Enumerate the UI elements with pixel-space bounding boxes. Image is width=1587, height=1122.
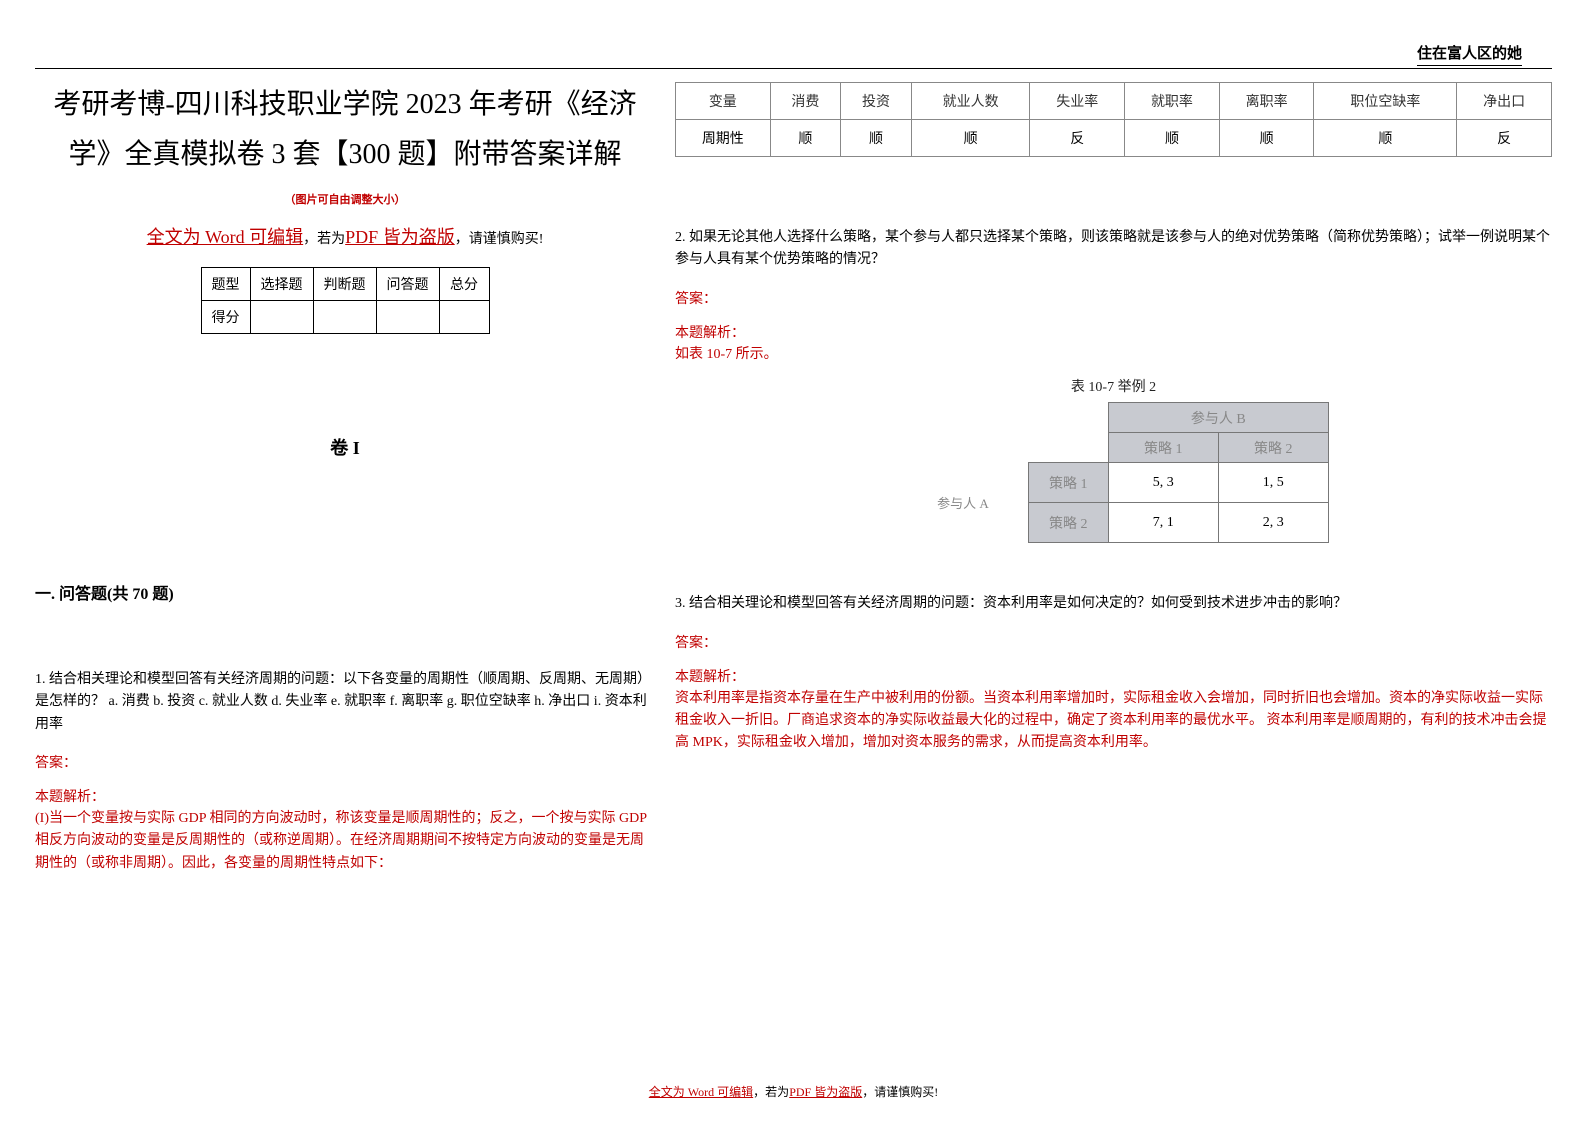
var-hdr-2: 投资 <box>841 83 912 120</box>
var-hdr-4: 失业率 <box>1030 83 1125 120</box>
score-cell <box>313 300 376 333</box>
game-col-1: 策略 1 <box>1108 433 1218 463</box>
table-row: 参与人 A 策略 1 5, 3 1, 5 <box>898 463 1328 503</box>
score-hdr-3: 问答题 <box>376 267 439 300</box>
question-1: 1. 结合相关理论和模型回答有关经济周期的问题：以下各变量的周期性（顺周期、反周… <box>35 669 655 736</box>
game-cell-21: 7, 1 <box>1108 503 1218 543</box>
game-col-2: 策略 2 <box>1218 433 1328 463</box>
game-cell-22: 2, 3 <box>1218 503 1328 543</box>
analysis-label-3: 本题解析： <box>675 666 1552 686</box>
var-hdr-0: 变量 <box>676 83 771 120</box>
var-hdr-3: 就业人数 <box>911 83 1030 120</box>
resize-note: （图片可自由调整大小） <box>35 191 655 207</box>
score-cell <box>250 300 313 333</box>
var-val-1: 顺 <box>841 120 912 157</box>
table-row: 题型 选择题 判断题 问答题 总分 <box>201 267 489 300</box>
two-column-layout: 考研考博-四川科技职业学院 2023 年考研《经济学》全真模拟卷 3 套【300… <box>35 80 1552 875</box>
game-cell-12: 1, 5 <box>1218 463 1328 503</box>
table-row: 策略 1 策略 2 <box>898 433 1328 463</box>
question-2: 2. 如果无论其他人选择什么策略，某个参与人都只选择某个策略，则该策略就是该参与… <box>675 227 1552 272</box>
score-hdr-0: 题型 <box>201 267 250 300</box>
edit-warning: 全文为 Word 可编辑，若为PDF 皆为盗版，请谨慎购买! <box>35 223 655 249</box>
var-hdr-8: 净出口 <box>1457 83 1552 120</box>
score-hdr-4: 总分 <box>439 267 489 300</box>
score-hdr-1: 选择题 <box>250 267 313 300</box>
document-title: 考研考博-四川科技职业学院 2023 年考研《经济学》全真模拟卷 3 套【300… <box>35 80 655 181</box>
answer-label-1: 答案： <box>35 752 655 772</box>
answer-label-2: 答案： <box>675 288 1552 308</box>
score-hdr-2: 判断题 <box>313 267 376 300</box>
var-val-4: 顺 <box>1125 120 1220 157</box>
analysis-line-2: 如表 10-7 所示。 <box>675 344 1552 366</box>
score-cell <box>439 300 489 333</box>
var-val-5: 顺 <box>1219 120 1314 157</box>
game-row-1: 策略 1 <box>1028 463 1108 503</box>
game-row-2: 策略 2 <box>1028 503 1108 543</box>
edit-warning-tail: ，请谨慎购买! <box>455 232 544 247</box>
left-column: 考研考博-四川科技职业学院 2023 年考研《经济学》全真模拟卷 3 套【300… <box>35 80 655 875</box>
var-row-label: 周期性 <box>676 120 771 157</box>
question-3: 3. 结合相关理论和模型回答有关经济周期的问题：资本利用率是如何决定的？如何受到… <box>675 593 1552 615</box>
footer-tail: ，请谨慎购买! <box>862 1085 938 1099</box>
section-heading: 一. 问答题(共 70 题) <box>35 580 655 604</box>
game-cell-11: 5, 3 <box>1108 463 1218 503</box>
var-val-6: 顺 <box>1314 120 1457 157</box>
game-theory-table: 参与人 B 策略 1 策略 2 参与人 A 策略 1 5, 3 1, 5 策略 … <box>898 402 1329 543</box>
header-rule <box>35 68 1552 69</box>
analysis-body-1: (I)当一个变量按与实际 GDP 相同的方向波动时，称该变量是顺周期性的；反之，… <box>35 808 655 875</box>
table-row: 得分 <box>201 300 489 333</box>
volume-label: 卷 I <box>35 434 655 460</box>
score-cell <box>376 300 439 333</box>
var-val-2: 顺 <box>911 120 1030 157</box>
answer-label-3: 答案： <box>675 632 1552 652</box>
header-username: 住在富人区的她 <box>1417 42 1522 66</box>
var-hdr-5: 就职率 <box>1125 83 1220 120</box>
var-val-0: 顺 <box>770 120 841 157</box>
analysis-label-2: 本题解析： <box>675 322 1552 342</box>
edit-warning-sep1: ，若为 <box>303 232 345 247</box>
footer-sep1: ，若为 <box>753 1085 789 1099</box>
footer-pdf: PDF 皆为盗版 <box>789 1085 862 1099</box>
var-hdr-1: 消费 <box>770 83 841 120</box>
blank-cell <box>898 433 1028 463</box>
blank-cell <box>898 403 1028 433</box>
table-row: 变量 消费 投资 就业人数 失业率 就职率 离职率 职位空缺率 净出口 <box>676 83 1552 120</box>
game-top-label: 参与人 B <box>1108 403 1328 433</box>
variable-periodicity-table: 变量 消费 投资 就业人数 失业率 就职率 离职率 职位空缺率 净出口 周期性 … <box>675 82 1552 157</box>
var-val-3: 反 <box>1030 120 1125 157</box>
footer-word: 全文为 Word 可编辑 <box>649 1085 753 1099</box>
table-row: 参与人 B <box>898 403 1328 433</box>
analysis-body-3: 资本利用率是指资本存量在生产中被利用的份额。当资本利用率增加时，实际租金收入会增… <box>675 688 1552 755</box>
var-hdr-6: 离职率 <box>1219 83 1314 120</box>
analysis-label-1: 本题解析： <box>35 786 655 806</box>
footer-warning: 全文为 Word 可编辑，若为PDF 皆为盗版，请谨慎购买! <box>0 1083 1587 1100</box>
var-val-7: 反 <box>1457 120 1552 157</box>
question-2-block: 2. 如果无论其他人选择什么策略，某个参与人都只选择某个策略，则该策略就是该参与… <box>675 227 1552 543</box>
edit-warning-pdf: PDF 皆为盗版 <box>345 227 455 247</box>
score-row-label: 得分 <box>201 300 250 333</box>
score-table: 题型 选择题 判断题 问答题 总分 得分 <box>201 267 490 334</box>
table-row: 周期性 顺 顺 顺 反 顺 顺 顺 反 <box>676 120 1552 157</box>
blank-cell <box>1028 403 1108 433</box>
right-column: 变量 消费 投资 就业人数 失业率 就职率 离职率 职位空缺率 净出口 周期性 … <box>675 80 1552 875</box>
edit-warning-word: 全文为 Word 可编辑 <box>147 227 304 247</box>
var-hdr-7: 职位空缺率 <box>1314 83 1457 120</box>
blank-cell <box>1028 433 1108 463</box>
game-left-label: 参与人 A <box>898 463 1028 543</box>
question-3-block: 3. 结合相关理论和模型回答有关经济周期的问题：资本利用率是如何决定的？如何受到… <box>675 593 1552 755</box>
game-table-caption: 表 10-7 举例 2 <box>675 376 1552 396</box>
